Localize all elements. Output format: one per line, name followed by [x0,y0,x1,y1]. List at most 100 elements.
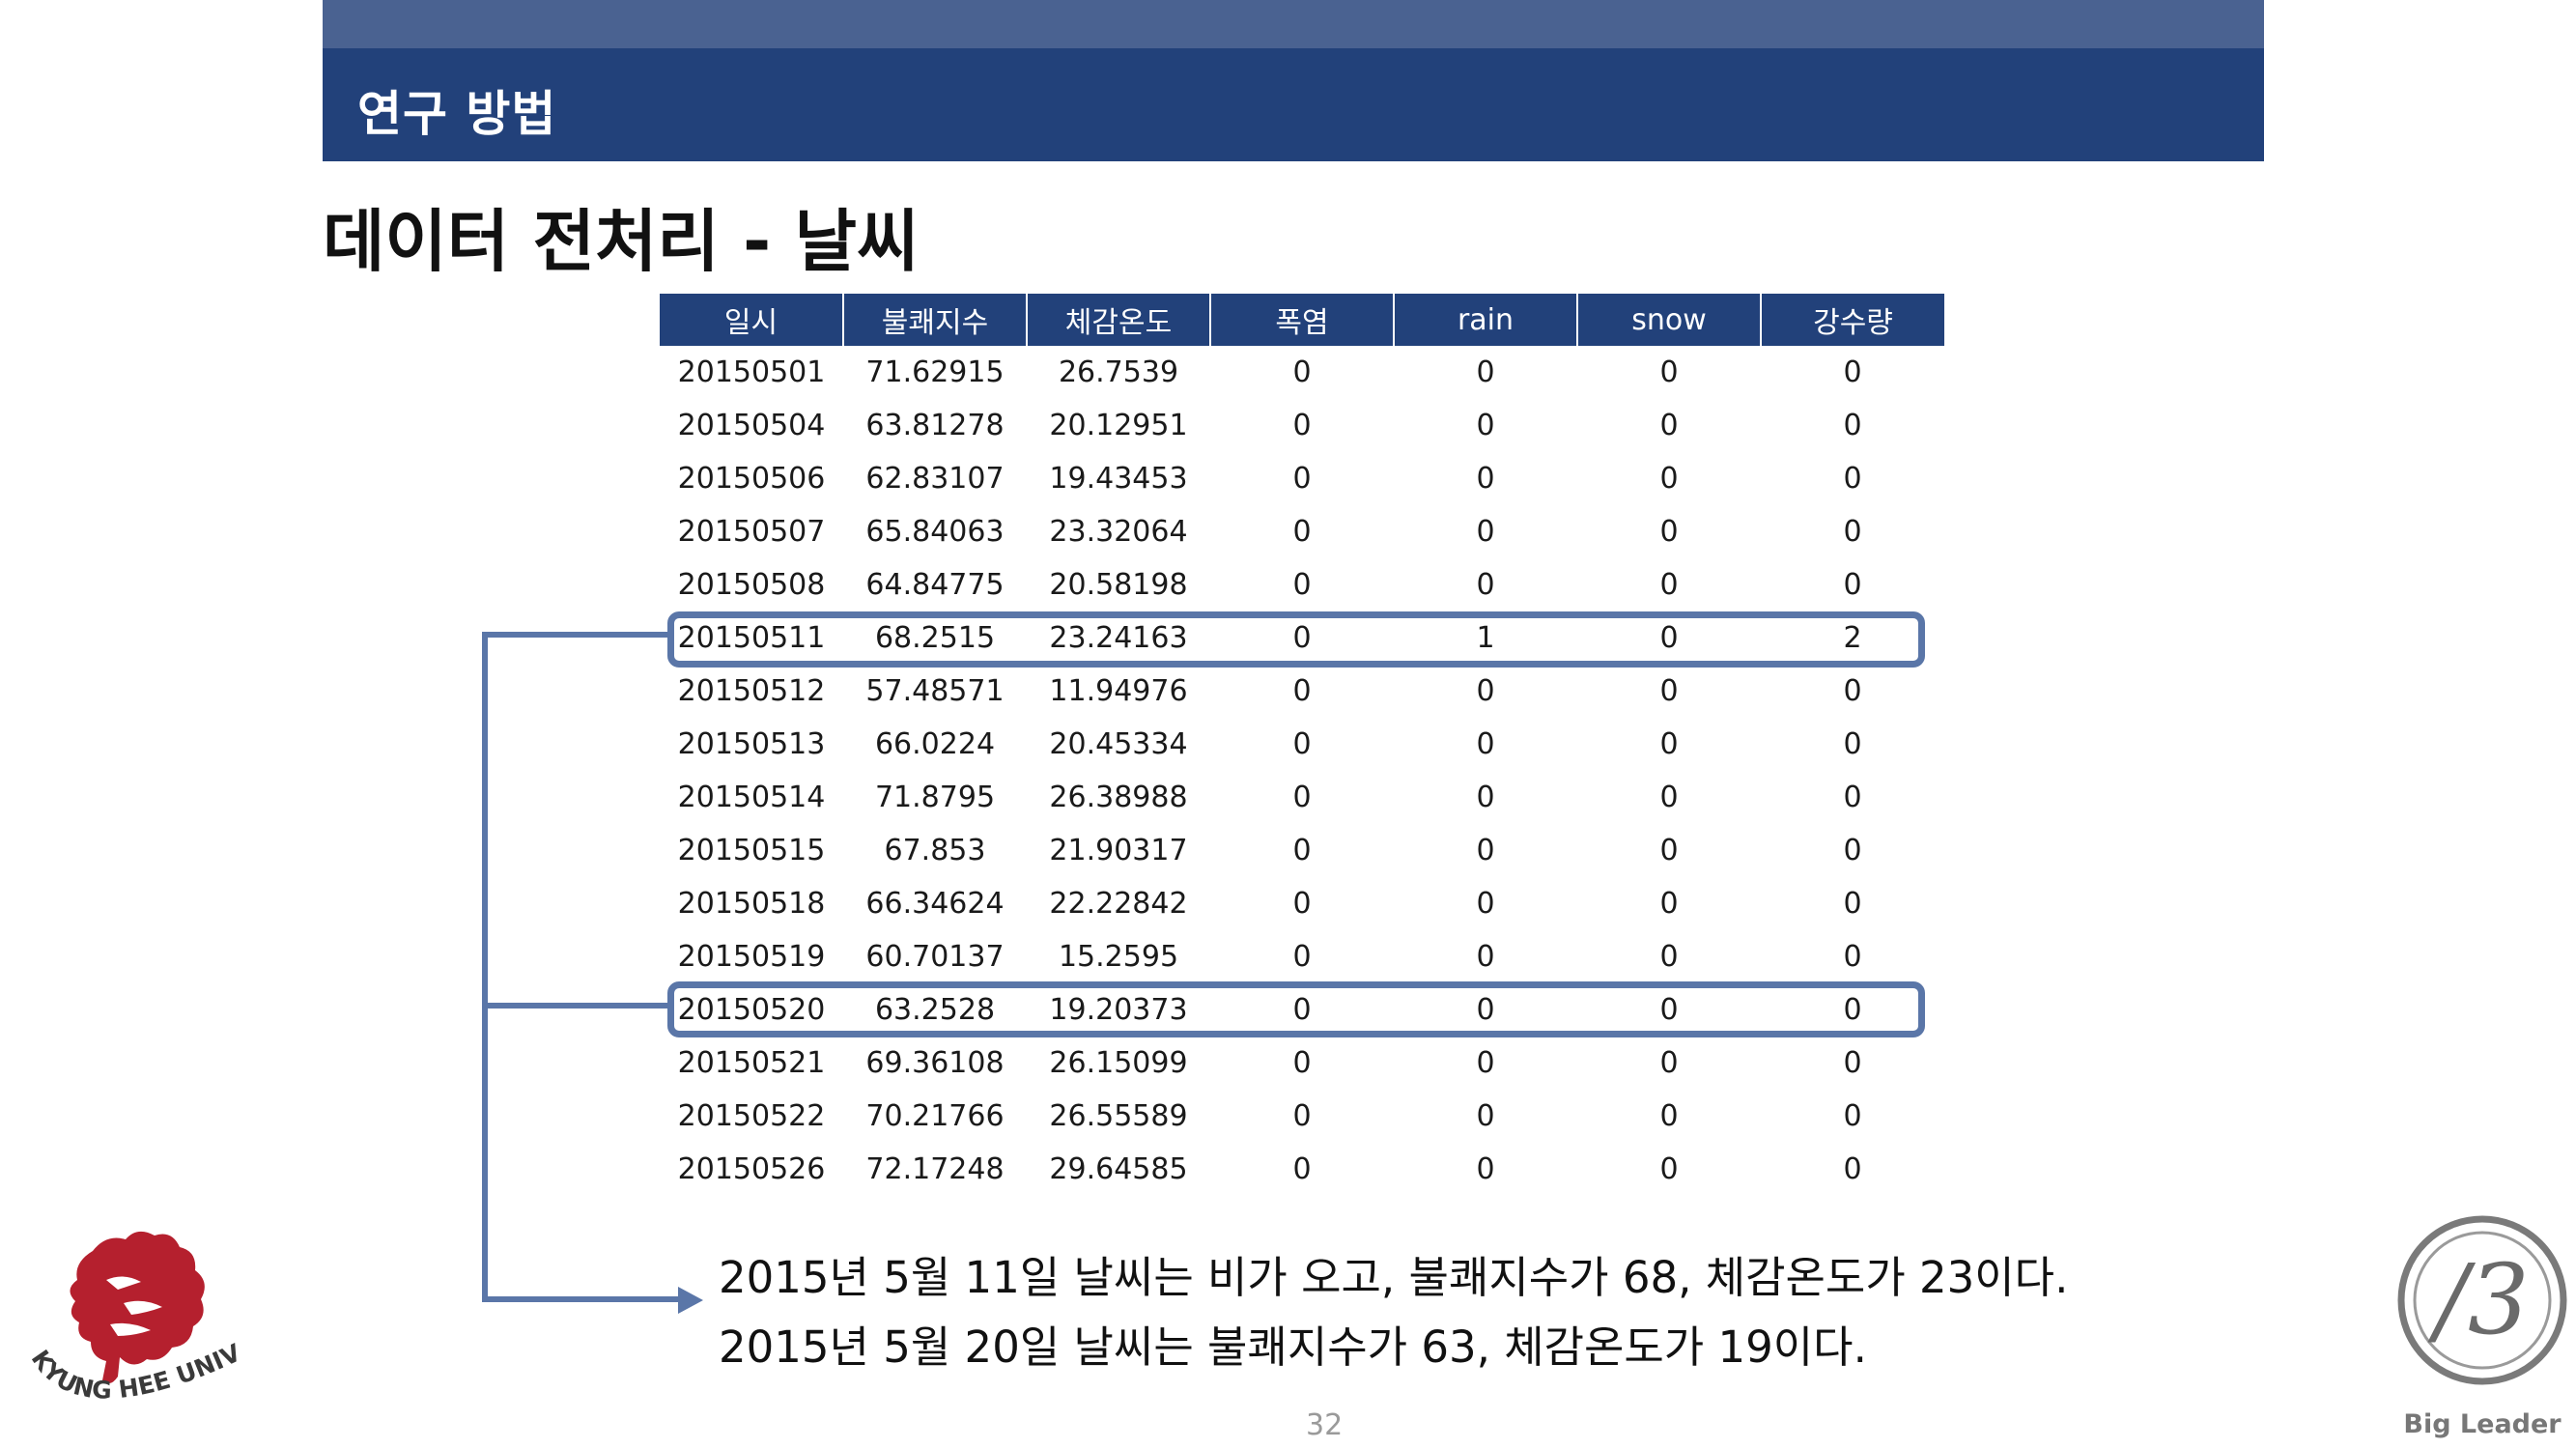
bracket-connector-2 [482,1003,667,1009]
table-cell: 71.62915 [865,355,1005,389]
table-cell: 15.2595 [1058,940,1179,974]
table-cell: 0 [1843,993,1862,1027]
table-cell: 0 [1659,355,1679,389]
table-cell: 0 [1843,887,1862,921]
table-cell: 0 [1476,993,1495,1027]
table-cell: 0 [1843,834,1862,867]
table-cell: 0 [1476,462,1495,496]
table-cell: 20.45334 [1049,727,1188,761]
table-cell: 0 [1843,1046,1862,1080]
table-cell: 0 [1843,1099,1862,1133]
table-cell: 0 [1659,781,1679,814]
table-cell: 0 [1476,1152,1495,1186]
table-cell: 0 [1292,727,1312,761]
table-cell: 20150504 [677,409,826,442]
table-cell: 26.38988 [1049,781,1188,814]
table-cell: 0 [1843,1152,1862,1186]
table-cell: 20150522 [677,1099,826,1133]
column-header: 일시 [660,294,844,346]
header-title: 연구 방법 [357,86,557,142]
table-cell: 66.0224 [874,727,996,761]
table-cell: 20150506 [677,462,826,496]
slide-subtitle: 데이터 전처리 - 날씨 [323,202,920,281]
table-cell: 0 [1476,515,1495,549]
table-header-row: 일시 불쾌지수 체감온도 폭염 rain snow 강수량 [660,294,1944,346]
table-cell: 0 [1292,993,1312,1027]
table-cell: 20150514 [677,781,826,814]
table-cell: 0 [1292,355,1312,389]
table-cell: 29.64585 [1049,1152,1188,1186]
table-cell: 0 [1292,462,1312,496]
table-cell: 0 [1659,674,1679,708]
table-cell: 11.94976 [1049,674,1188,708]
table-cell: 0 [1659,993,1679,1027]
table-cell: 1 [1476,621,1495,655]
table-cell: 0 [1292,1152,1312,1186]
summary-line-2: 2015년 5월 20일 날씨는 불쾌지수가 63, 체감온도가 19이다. [719,1321,1867,1373]
weather-table: 일시 불쾌지수 체감온도 폭염 rain snow 강수량 20150501 71.62915… [660,294,1944,1196]
table-cell: 20150521 [677,1046,826,1080]
table-cell: 2 [1843,621,1862,655]
table-row: 20150522 70.21766 26.55589 0 0 0 0 [660,1090,1944,1143]
table-cell: 0 [1292,674,1312,708]
table-cell: 0 [1292,409,1312,442]
table-cell: 20150519 [677,940,826,974]
table-cell: 0 [1476,1046,1495,1080]
table-cell: 0 [1476,940,1495,974]
table-cell: 63.2528 [874,993,996,1027]
table-cell: 0 [1843,727,1862,761]
table-cell: 0 [1476,727,1495,761]
table-cell: 0 [1659,462,1679,496]
table-cell: 0 [1843,409,1862,442]
table-row: 20150501 71.62915 26.7539 0 0 0 0 [660,346,1944,399]
table-cell: 0 [1659,727,1679,761]
table-row: 20150512 57.48571 11.94976 0 0 0 0 [660,665,1944,718]
table-row: 20150520 63.2528 19.20373 0 0 0 0 [660,983,1944,1037]
table-row: 20150514 71.8795 26.38988 0 0 0 0 [660,771,1944,824]
table-cell: 0 [1292,781,1312,814]
table-cell: 0 [1476,568,1495,602]
table-cell: 71.8795 [874,781,996,814]
table-body: 20150501 71.62915 26.7539 0 0 0 0 20150504 63.81… [660,346,1944,1196]
table-cell: 0 [1843,355,1862,389]
bracket-arrow-line [482,1296,685,1302]
page-number: 32 [1306,1408,1344,1442]
table-row: 20150508 64.84775 20.58198 0 0 0 0 [660,558,1944,611]
table-cell: 23.24163 [1049,621,1188,655]
table-cell: 0 [1659,1046,1679,1080]
svg-text:/3: /3 [2427,1243,2529,1356]
table-cell: 20150512 [677,674,826,708]
table-cell: 0 [1476,887,1495,921]
table-cell: 22.22842 [1049,887,1188,921]
table-cell: 0 [1843,462,1862,496]
table-cell: 72.17248 [865,1152,1005,1186]
table-cell: 67.853 [884,834,986,867]
table-cell: 0 [1843,568,1862,602]
column-header: rain [1394,294,1578,346]
table-cell: 19.20373 [1049,993,1188,1027]
table-cell: 0 [1659,1099,1679,1133]
table-cell: 0 [1843,940,1862,974]
table-cell: 20150518 [677,887,826,921]
table-row: 20150513 66.0224 20.45334 0 0 0 0 [660,718,1944,771]
table-cell: 0 [1292,568,1312,602]
highlight-box-20150520 [667,981,1925,1037]
table-cell: 69.36108 [865,1046,1005,1080]
table-cell: 20.12951 [1049,409,1188,442]
table-cell: 70.21766 [865,1099,1005,1133]
bracket-connector-1 [482,632,667,638]
table-cell: 26.7539 [1058,355,1179,389]
table-cell: 0 [1292,940,1312,974]
table-cell: 0 [1292,1099,1312,1133]
arrow-head-icon [678,1287,703,1314]
table-row: 20150518 66.34624 22.22842 0 0 0 0 [660,877,1944,930]
column-header: snow [1577,294,1762,346]
table-cell: 63.81278 [865,409,1005,442]
column-header: 폭염 [1210,294,1395,346]
table-cell: 0 [1476,409,1495,442]
table-cell: 20150507 [677,515,826,549]
table-cell: 0 [1476,781,1495,814]
kyung-hee-university-logo: KYUNG HEE UNIVERSITY [17,1222,245,1405]
table-cell: 23.32064 [1049,515,1188,549]
table-cell: 0 [1292,1046,1312,1080]
